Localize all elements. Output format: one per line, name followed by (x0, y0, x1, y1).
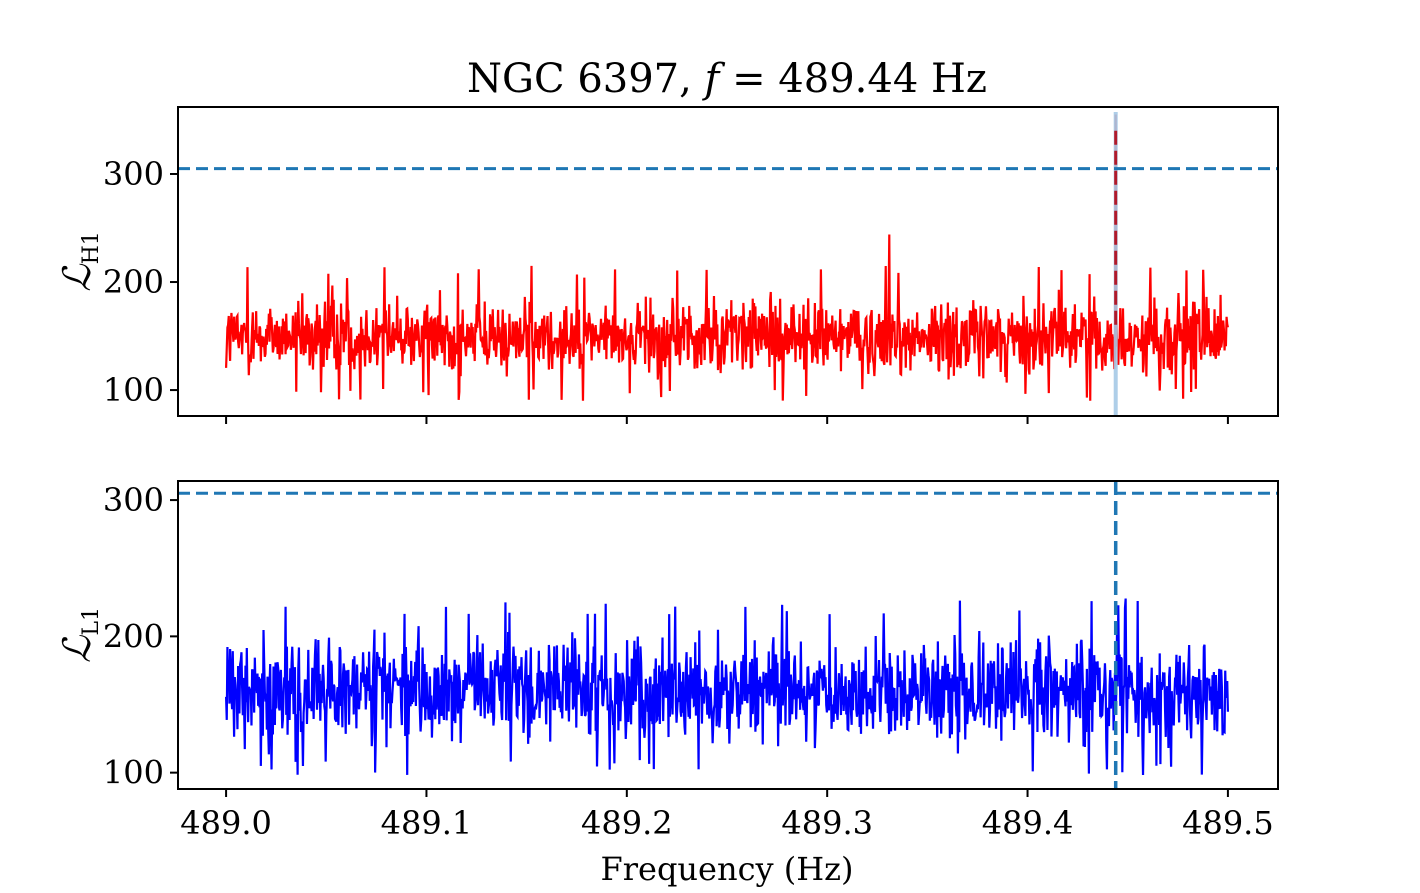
series-line-h1 (224, 114, 1229, 401)
panel-h1: 100 200 300 ℒH1 (55, 106, 1279, 424)
x-tick-label: 489.0 (180, 804, 272, 842)
y-tick-label: 200 (103, 263, 164, 301)
axes-frame (177, 480, 1279, 790)
series-line-l1 (224, 598, 1230, 776)
x-tick-label: 489.5 (1182, 804, 1274, 842)
x-tick-label: 489.4 (982, 804, 1074, 842)
y-tick-label: 100 (103, 371, 164, 409)
y-tick-label: 300 (103, 481, 164, 519)
y-tick-label: 200 (103, 617, 164, 655)
y-axis-label-h1: ℒH1 (55, 231, 104, 292)
axes-frame (177, 106, 1279, 417)
y-tick-label: 100 (103, 754, 164, 792)
x-tick-label: 489.1 (381, 804, 473, 842)
x-tick-label: 489.3 (781, 804, 873, 842)
x-tick-label: 489.2 (581, 804, 673, 842)
x-axis-label: Frequency (Hz) (601, 850, 854, 888)
chart-title: NGC 6397, f = 489.44 Hz (467, 56, 987, 102)
panel-l1: 100 200 300 489.0 489.1 489.2 489.3 489.4 489.5 ℒ… (55, 480, 1279, 842)
y-axis-label-l1: ℒL1 (55, 607, 104, 663)
y-tick-label: 300 (103, 155, 164, 193)
